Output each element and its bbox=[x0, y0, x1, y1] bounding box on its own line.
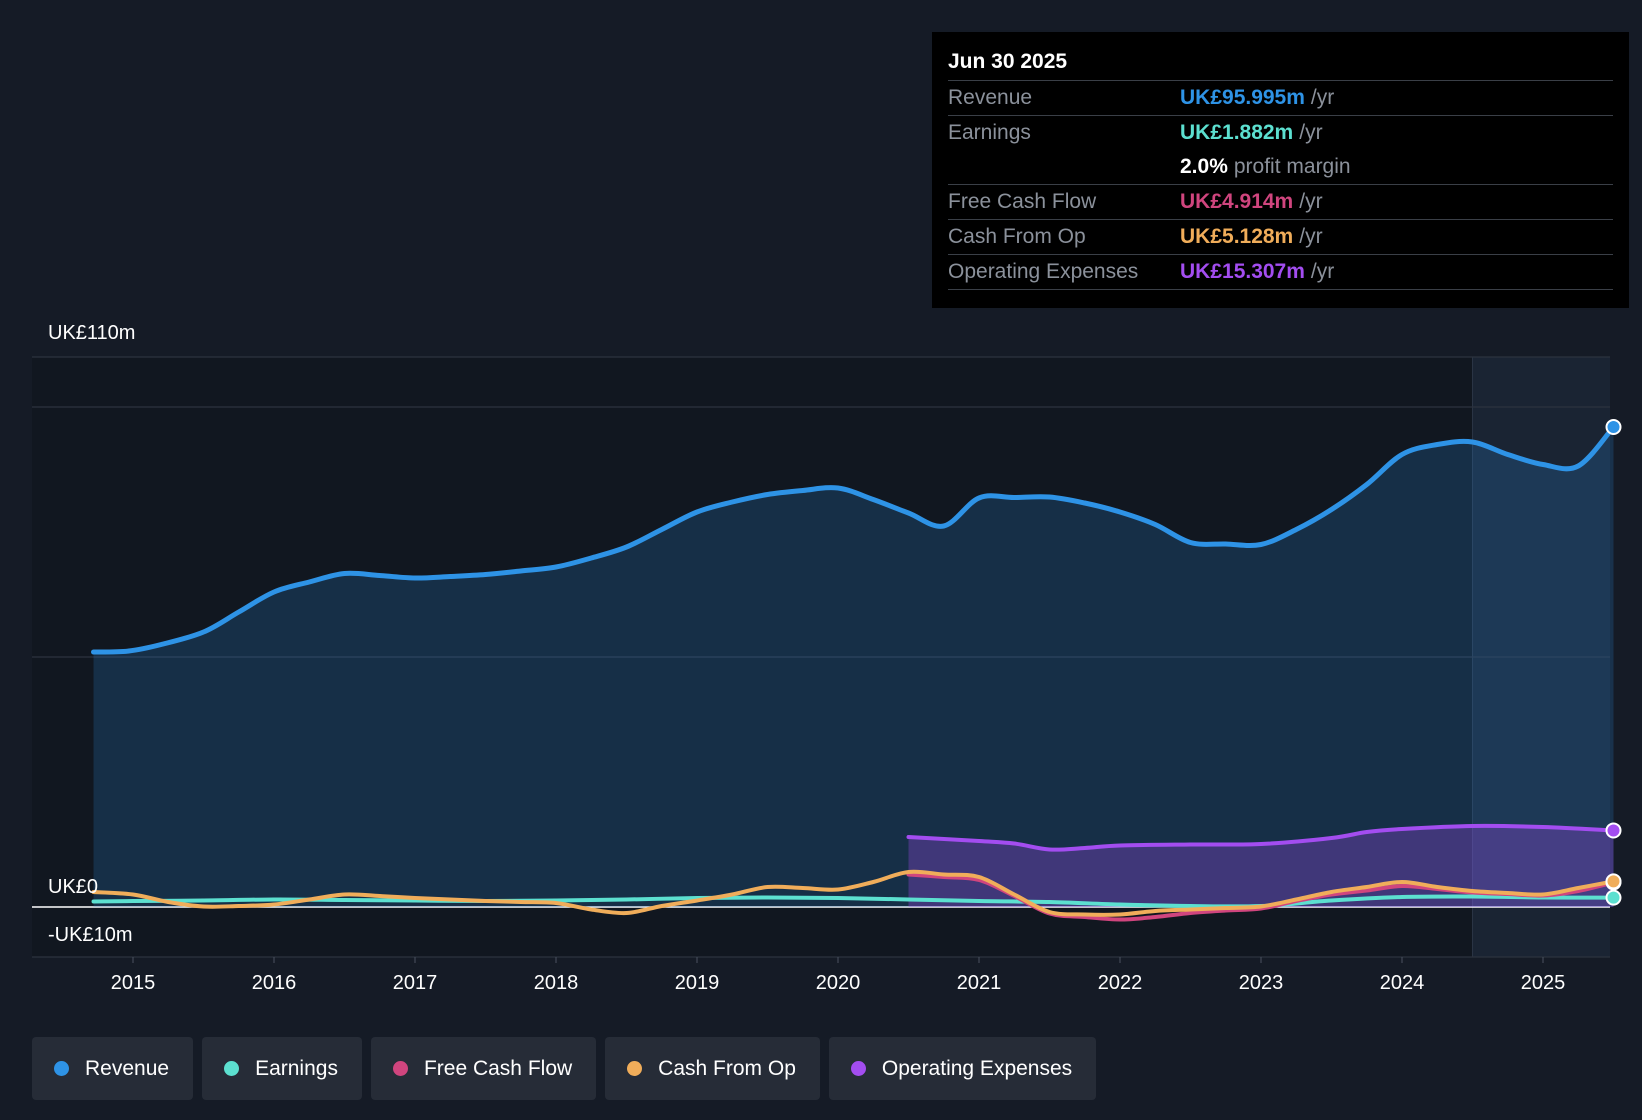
tooltip-value: UK£1.882m bbox=[1180, 121, 1294, 144]
free-cash-flow-dot-icon bbox=[392, 1061, 408, 1076]
legend-label: Earnings bbox=[255, 1056, 338, 1080]
tooltip-value: UK£15.307m bbox=[1180, 260, 1305, 283]
tooltip-unit: /yr bbox=[1299, 190, 1323, 213]
tooltip-label: Cash From Op bbox=[948, 225, 1086, 248]
tooltip-panel: Jun 30 2025 Revenue UK£95.995m /yr Earni… bbox=[932, 32, 1629, 308]
series-layer bbox=[91, 424, 1616, 922]
revenue-line bbox=[91, 424, 1616, 655]
tooltip-label: Operating Expenses bbox=[948, 260, 1139, 283]
cash-from-op-line bbox=[91, 869, 1616, 917]
x-tick-label: 2016 bbox=[252, 972, 297, 994]
tooltip-row-profit-margin: 2.0% profit margin bbox=[948, 150, 1613, 184]
x-tick-label: 2019 bbox=[675, 972, 720, 994]
tooltip-value: 2.0% bbox=[1180, 155, 1228, 178]
tooltip-unit: profit margin bbox=[1233, 155, 1351, 178]
legend-label: Revenue bbox=[85, 1056, 170, 1080]
x-tick-label: 2017 bbox=[393, 972, 438, 994]
end-markers bbox=[1605, 419, 1622, 906]
legend-item-earnings[interactable]: Earnings bbox=[202, 1037, 362, 1100]
revenue-area bbox=[93, 427, 1614, 907]
x-tick-label: 2023 bbox=[1239, 972, 1284, 994]
gridlines bbox=[32, 356, 1610, 958]
tooltip-unit: /yr bbox=[1310, 86, 1335, 109]
legend-item-free-cash-flow[interactable]: Free Cash Flow bbox=[370, 1037, 597, 1100]
legend-item-operating-expenses[interactable]: Operating Expenses bbox=[828, 1037, 1097, 1100]
tooltip-row-revenue: Revenue UK£95.995m /yr bbox=[948, 80, 1613, 115]
legend-label: Operating Expenses bbox=[881, 1056, 1073, 1080]
revenue-end-point bbox=[1605, 419, 1622, 435]
x-tick-label: 2022 bbox=[1098, 972, 1143, 994]
tooltip-unit: /yr bbox=[1299, 121, 1323, 144]
tooltip-row-operating-expenses: Operating Expenses UK£15.307m /yr bbox=[948, 254, 1613, 289]
earnings-end-point bbox=[1605, 889, 1622, 906]
tooltip-label: Earnings bbox=[948, 121, 1031, 144]
x-tick-label: 2015 bbox=[111, 972, 156, 994]
legend-item-cash-from-op[interactable]: Cash From Op bbox=[605, 1037, 820, 1100]
tooltip-value: UK£5.128m bbox=[1180, 225, 1294, 248]
operating-expenses-dot-icon bbox=[850, 1061, 866, 1076]
operating-expenses-end-point bbox=[1605, 822, 1622, 839]
tooltip-row-cash-from-op: Cash From Op UK£5.128m /yr bbox=[948, 219, 1613, 254]
cash-from-op-end-point bbox=[1605, 873, 1622, 890]
tooltip-value: UK£4.914m bbox=[1180, 190, 1294, 213]
x-tick-label: 2025 bbox=[1521, 972, 1566, 994]
x-tick-label: 2020 bbox=[816, 972, 861, 994]
tooltip-value: UK£95.995m bbox=[1180, 86, 1305, 109]
operating-expenses-line bbox=[906, 823, 1616, 852]
x-tick-label: 2018 bbox=[534, 972, 579, 994]
tooltip-label: Free Cash Flow bbox=[948, 190, 1097, 213]
legend-item-revenue[interactable]: Revenue bbox=[32, 1037, 194, 1100]
tooltip-unit: /yr bbox=[1299, 225, 1323, 248]
tooltip-divider bbox=[948, 289, 1613, 290]
legend-label: Cash From Op bbox=[658, 1056, 796, 1080]
y-tick-label: UK£0 bbox=[48, 876, 98, 898]
tooltip-unit: /yr bbox=[1310, 260, 1335, 283]
y-tick-label: UK£110m bbox=[48, 322, 135, 344]
y-tick-label: -UK£10m bbox=[48, 924, 132, 946]
axes: UK£110m UK£0 -UK£10m 2015 2016 2017 2018 2019 20… bbox=[48, 322, 1565, 994]
legend: Revenue Earnings Free Cash Flow Cash Fro… bbox=[32, 1037, 1097, 1100]
cash-from-op-dot-icon bbox=[627, 1061, 643, 1076]
x-tick-label: 2024 bbox=[1380, 972, 1425, 994]
earnings-line bbox=[91, 894, 1616, 909]
revenue-dot-icon bbox=[54, 1061, 69, 1076]
x-tick-label: 2021 bbox=[957, 972, 1002, 994]
tooltip-row-earnings: Earnings UK£1.882m /yr bbox=[948, 115, 1613, 150]
tooltip-label: Revenue bbox=[948, 86, 1033, 109]
tooltip-row-free-cash-flow: Free Cash Flow UK£4.914m /yr bbox=[948, 184, 1613, 219]
tooltip-date: Jun 30 2025 bbox=[948, 50, 1068, 73]
legend-label: Free Cash Flow bbox=[423, 1056, 573, 1080]
earnings-dot-icon bbox=[224, 1061, 240, 1076]
